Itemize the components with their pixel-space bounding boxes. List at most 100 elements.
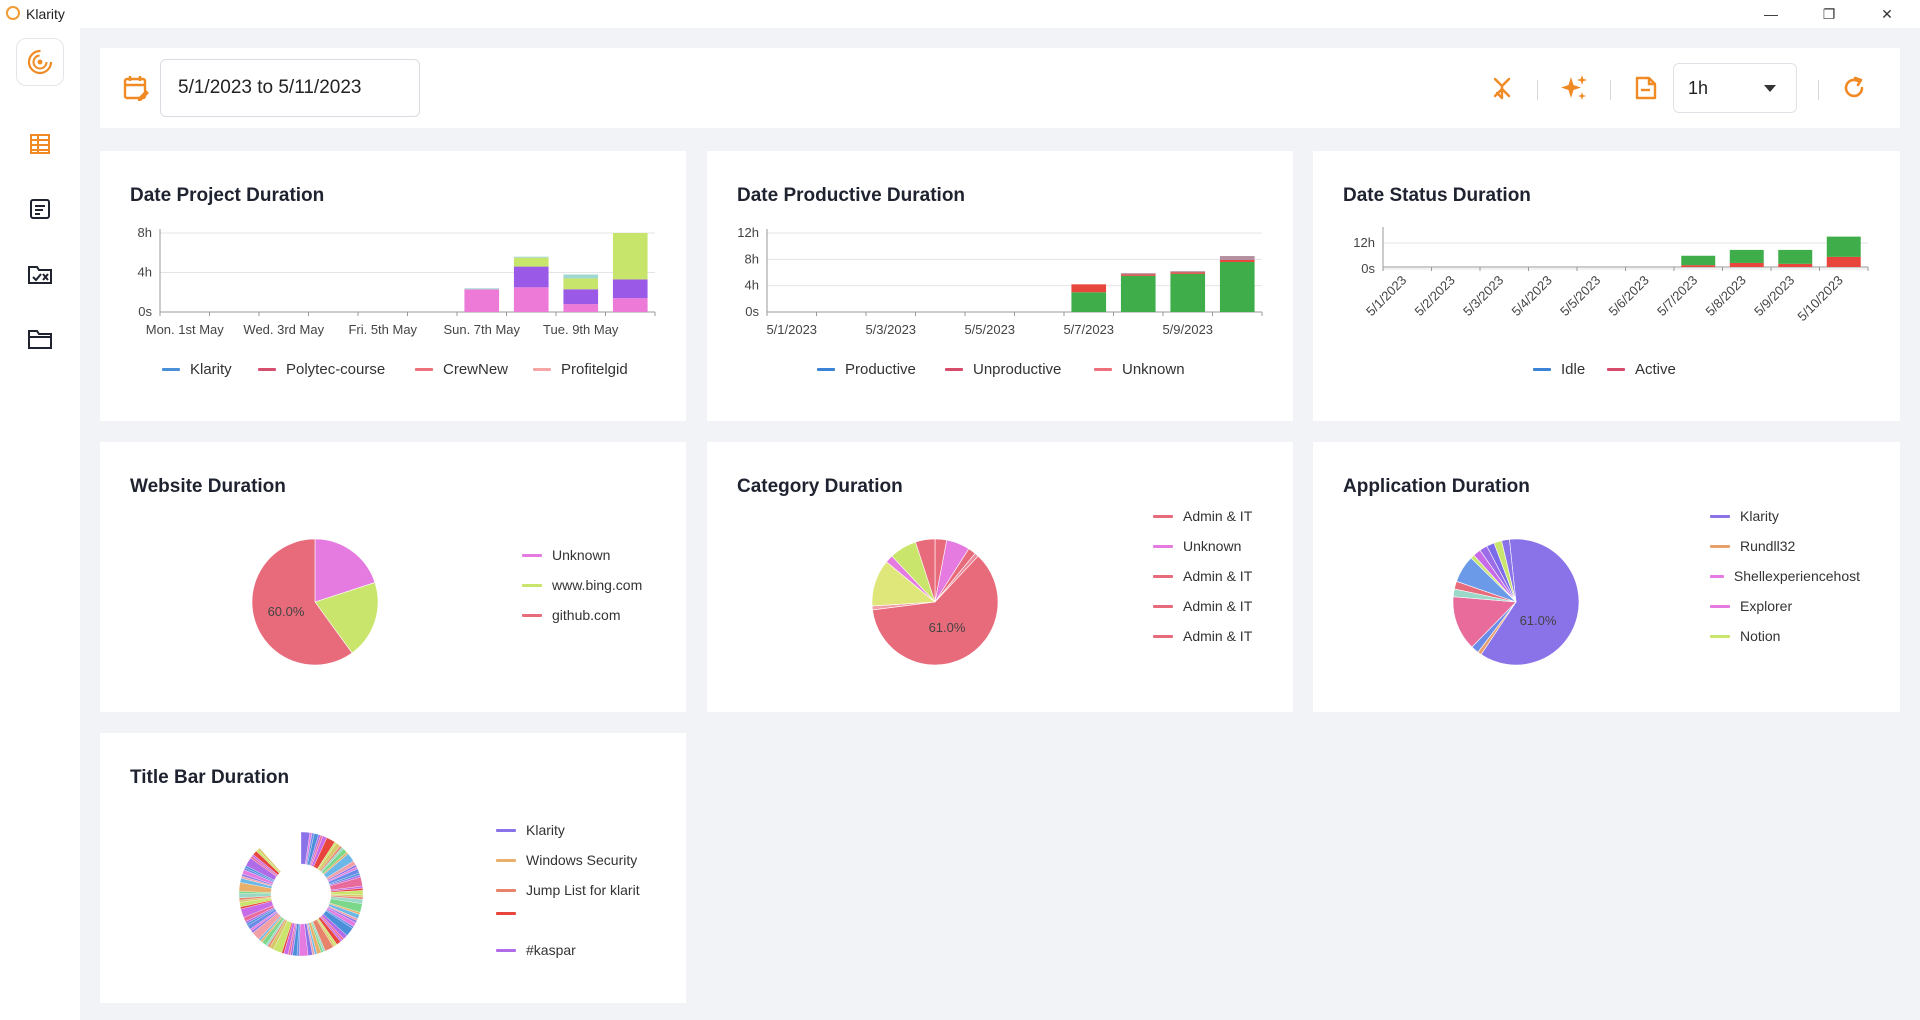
legend-item[interactable]: Active	[1607, 361, 1676, 378]
pie-legend-item[interactable]: Unknown	[522, 547, 610, 563]
pie-legend-item[interactable]: www.bing.com	[522, 577, 642, 593]
folder-icon	[28, 330, 52, 349]
minimize-button[interactable]: —	[1764, 6, 1778, 22]
date-productive-chart: 0s 4h 8h 12h 5/1/2023 5/3/2023 5/5/2023 5/7/202…	[737, 225, 1263, 337]
pie-legend-item[interactable]: github.com	[522, 607, 620, 623]
pie-slice	[251, 538, 353, 666]
pie-legend-item[interactable]: Explorer	[1710, 598, 1792, 614]
bar-segment	[513, 257, 549, 267]
pie-percent-label: 61.0%	[1520, 613, 1557, 628]
legend-item[interactable]: Polytec-course	[258, 361, 385, 378]
pie-legend-item[interactable]: Notion	[1710, 628, 1780, 644]
sidebar-item-projects[interactable]	[24, 323, 56, 355]
x-tick-label: Wed. 3rd May	[243, 322, 324, 337]
legend-label: Rundll32	[1740, 538, 1796, 554]
sidebar-item-reports[interactable]	[24, 193, 56, 225]
pie-percent-label: 60.0%	[268, 604, 305, 619]
legend-label: Windows Security	[526, 852, 638, 868]
pie-legend-item[interactable]: Rundll32	[1710, 538, 1795, 554]
x-tick-label: 5/6/2023	[1605, 273, 1651, 319]
date-status-chart: 0s 12h 5/1/2023 5/2/2023 5/3/2023 5/4/2023 5/5…	[1353, 227, 1869, 324]
bar-segment	[563, 274, 599, 279]
bar-segment	[464, 289, 500, 312]
legend-item[interactable]: Unproductive	[945, 361, 1061, 378]
x-tick-label: Sun. 7th May	[443, 322, 520, 337]
pie-legend-item[interactable]: Admin & IT	[1153, 568, 1252, 584]
pie-legend-item[interactable]: Jump List for klarit	[496, 882, 640, 898]
legend-label: Notion	[1740, 628, 1781, 644]
legend-item[interactable]: Productive	[817, 361, 916, 378]
bar-segment	[563, 289, 599, 305]
interval-select[interactable]: 1h	[1673, 63, 1797, 113]
bar-segment	[1219, 261, 1255, 312]
ai-insights-button[interactable]	[1558, 72, 1590, 104]
merge-button[interactable]	[1486, 72, 1518, 104]
date-range-input[interactable]: 5/1/2023 to 5/11/2023	[160, 59, 420, 117]
application-pie-chart: 61.0%	[1452, 538, 1580, 666]
legend-item[interactable]: Profitelgid	[533, 361, 628, 378]
legend-label: Shellexperiencehost	[1733, 568, 1860, 584]
legend-label: #kaspar	[526, 942, 576, 958]
close-button[interactable]: ✕	[1881, 5, 1893, 22]
maximize-button[interactable]: ❐	[1822, 5, 1836, 22]
legend-swatch	[1710, 514, 1730, 518]
legend-label: Unknown	[552, 547, 611, 563]
pie-legend-item[interactable]: #kaspar	[496, 942, 576, 958]
folder-rules-icon	[28, 266, 52, 284]
bar-segment	[464, 288, 500, 290]
report-icon	[30, 199, 50, 219]
card-title: Website Duration	[130, 476, 286, 497]
bar-segment	[1681, 265, 1716, 267]
bar-segment	[1170, 271, 1206, 273]
sidebar-item-rules[interactable]	[24, 258, 56, 290]
legend-label: Productive	[845, 361, 916, 378]
legend-item[interactable]: Klarity	[162, 361, 232, 378]
legend-label: www.bing.com	[552, 577, 643, 593]
legend-label: Jump List for klarit	[526, 882, 640, 898]
legend-label: CrewNew	[443, 361, 509, 378]
legend-swatch	[533, 368, 551, 371]
pie-legend-item[interactable]: Klarity	[496, 822, 565, 838]
bar-segment	[1120, 274, 1156, 276]
date-status-duration-card: Date Status Duration 0s 12h 5/1/2023 5/2/20…	[1313, 151, 1900, 421]
card-title: Application Duration	[1343, 476, 1530, 497]
legend-item[interactable]: Unknown	[1094, 361, 1185, 378]
refresh-button[interactable]	[1838, 72, 1870, 104]
legend-swatch	[258, 368, 276, 371]
pie-legend-item[interactable]: Unknown	[1153, 538, 1241, 554]
legend-swatch	[496, 828, 516, 832]
legend-swatch	[522, 613, 542, 617]
calendar-edit-icon	[123, 76, 149, 101]
sidebar-logo-button[interactable]	[16, 38, 64, 86]
pie-legend-item[interactable]: Windows Security	[496, 852, 637, 868]
pie-legend-item[interactable]: Shellexperiencehost	[1710, 568, 1860, 584]
pie-legend-item[interactable]: Admin & IT	[1153, 508, 1252, 524]
x-tick-label: 5/1/2023	[1363, 273, 1409, 319]
legend-label: Admin & IT	[1183, 628, 1253, 644]
legend-swatch	[522, 583, 542, 587]
date-picker-button[interactable]	[120, 72, 152, 104]
pie-legend-item[interactable]	[496, 912, 526, 915]
legend-label: Admin & IT	[1183, 508, 1253, 524]
pie-slice	[1480, 538, 1580, 666]
legend-swatch	[496, 912, 516, 915]
refresh-icon	[1844, 76, 1864, 98]
category-pie-chart: 61.0%	[871, 538, 999, 666]
pie-legend-item[interactable]: Klarity	[1710, 508, 1779, 524]
export-button[interactable]	[1630, 72, 1662, 104]
legend-swatch	[817, 368, 835, 371]
legend-item[interactable]: CrewNew	[415, 361, 508, 378]
sidebar	[0, 28, 80, 1020]
pie-legend-item[interactable]: Admin & IT	[1153, 598, 1252, 614]
donut-slice	[257, 847, 282, 873]
legend-item[interactable]: Idle	[1533, 361, 1585, 378]
pie-slice	[915, 538, 936, 603]
pie-slice	[872, 555, 999, 666]
sidebar-item-dashboard[interactable]	[24, 128, 56, 160]
x-tick-label: 5/9/2023	[1751, 273, 1797, 319]
pie-legend-item[interactable]: Admin & IT	[1153, 628, 1252, 644]
x-tick-label: 5/2/2023	[1411, 273, 1457, 319]
legend-label: Polytec-course	[286, 361, 386, 378]
bar-segment	[1681, 255, 1716, 266]
x-tick-label: 5/7/2023	[1063, 322, 1114, 337]
